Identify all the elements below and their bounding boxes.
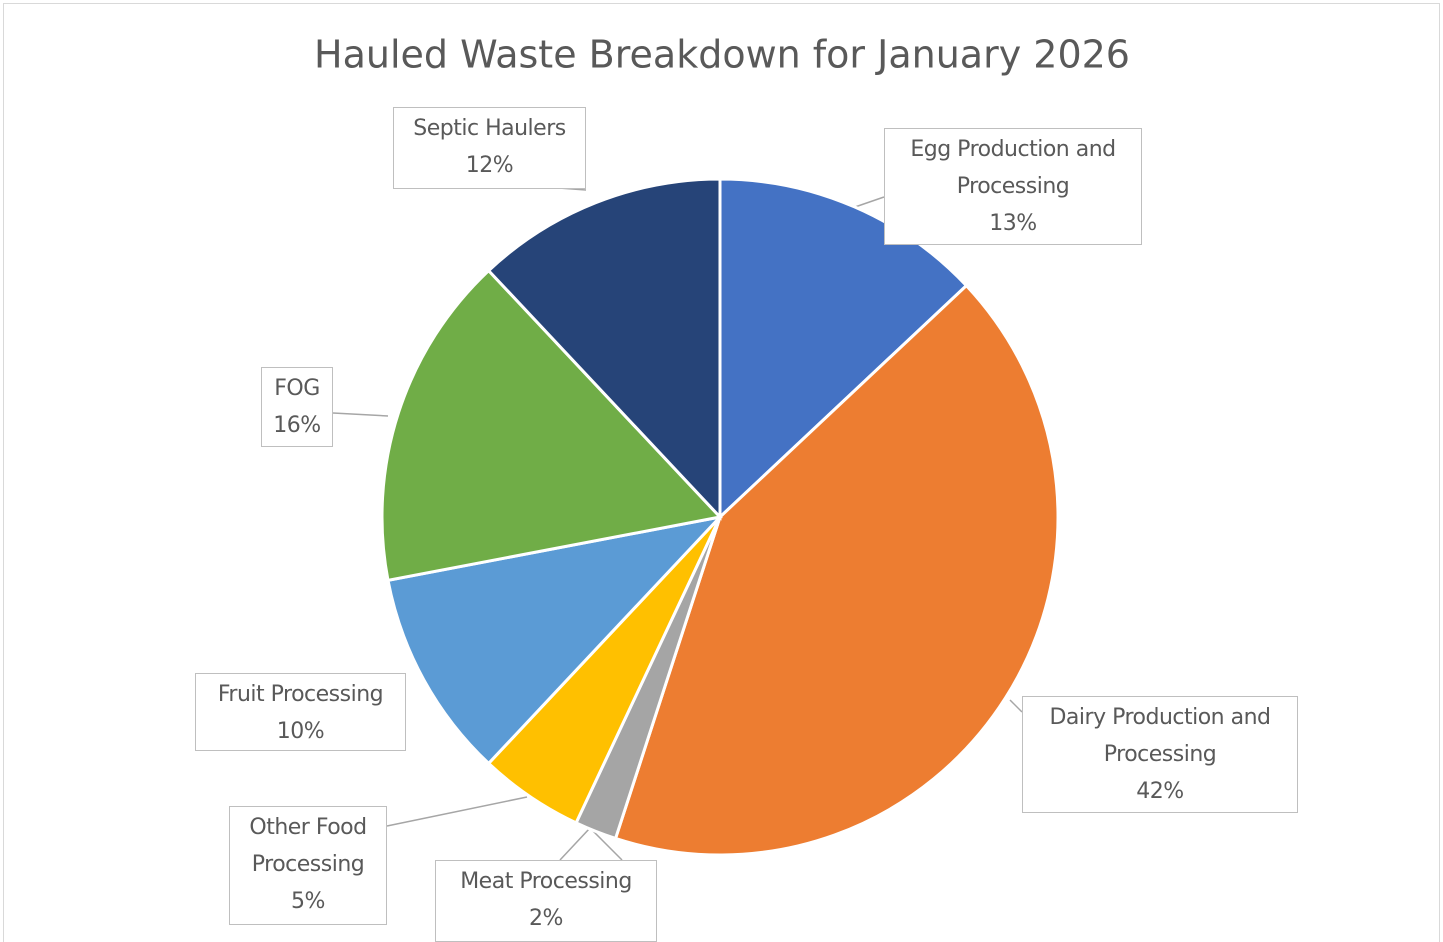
label-value: 2% xyxy=(529,906,563,931)
label-category: Egg Production and Processing xyxy=(910,137,1116,199)
label-category: Dairy Production and Processing xyxy=(1049,705,1271,767)
pie-slice xyxy=(486,177,722,521)
chart-title: Hauled Waste Breakdown for January 2026 xyxy=(314,33,1130,77)
leader-line xyxy=(854,196,885,208)
label-category: Fruit Processing xyxy=(217,682,384,707)
pie-slice xyxy=(613,283,1060,857)
pie-slice xyxy=(718,177,969,521)
data-label: Egg Production and Processing 13% xyxy=(884,128,1142,245)
label-category: Other Food Processing xyxy=(249,815,367,877)
pie xyxy=(380,177,1060,857)
data-label: Fruit Processing 10% xyxy=(195,673,406,751)
label-value: 10% xyxy=(276,719,325,744)
pie-slice xyxy=(386,514,725,766)
label-value: 16% xyxy=(273,413,321,438)
data-label: FOG 16% xyxy=(261,367,333,447)
label-category: Meat Processing xyxy=(460,869,632,894)
label-value: 42% xyxy=(1136,779,1184,804)
leader-line xyxy=(1009,699,1023,713)
data-label: Dairy Production and Processing 42% xyxy=(1022,696,1298,813)
label-value: 5% xyxy=(291,889,325,914)
pie-slice xyxy=(380,268,723,583)
leader-line xyxy=(386,796,528,827)
data-label: Septic Haulers 12% xyxy=(393,107,586,189)
label-value: 12% xyxy=(465,153,514,178)
label-category: FOG xyxy=(274,376,320,401)
leader-line xyxy=(332,412,389,417)
data-label: Meat Processing 2% xyxy=(435,860,657,942)
data-label: Other Food Processing 5% xyxy=(229,806,387,925)
chart-border xyxy=(3,3,1440,942)
label-value: 13% xyxy=(989,211,1037,236)
label-category: Septic Haulers xyxy=(413,116,566,141)
